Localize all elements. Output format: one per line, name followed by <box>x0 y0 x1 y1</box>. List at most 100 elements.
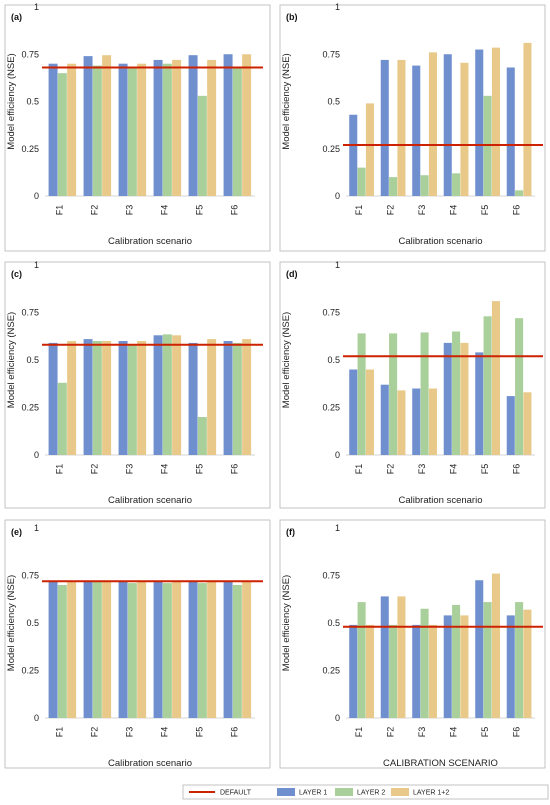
bar-1-f6 <box>506 67 515 196</box>
chart-panel-1: (a) 0 0.25 0.5 0.75 1 F1 F2 F3 F4 F5 F6 Calibration … <box>4 2 271 252</box>
bar-2-f5 <box>197 417 207 455</box>
chart-panel-4: (d) 0 0.25 0.5 0.75 1 F1 F2 F3 F4 F5 F6 Calibration … <box>279 260 546 509</box>
bar-1-f2 <box>380 59 389 196</box>
y-tick-label: 0 <box>335 713 340 723</box>
panel-frame <box>279 261 546 509</box>
bar-1-f6 <box>506 396 515 455</box>
x-tick-label: F5 <box>195 727 205 738</box>
x-tick-label: F3 <box>125 727 135 738</box>
legend-swatch-2 <box>335 788 353 796</box>
bar-2-f3 <box>127 67 137 196</box>
y-axis-label: Model efficiency (NSE) <box>281 312 292 408</box>
x-tick-label: F6 <box>230 727 240 738</box>
panel-label: (a) <box>11 12 22 22</box>
bar-3-f3 <box>137 581 147 718</box>
bar-3-f3 <box>428 624 437 718</box>
x-tick-label: F5 <box>480 727 490 738</box>
bar-1-f3 <box>412 388 421 455</box>
x-tick-label: F6 <box>511 205 521 216</box>
legend-swatch-3 <box>391 788 409 796</box>
bar-2-f2 <box>389 333 398 455</box>
bar-3-f3 <box>137 63 147 197</box>
bar-2-f1 <box>57 382 67 455</box>
y-tick-label: 0.25 <box>322 666 340 676</box>
bar-2-f4 <box>452 331 461 455</box>
panel-label: (f) <box>286 527 295 537</box>
y-tick-label: 0.25 <box>21 144 39 154</box>
bar-3-f4 <box>460 615 469 718</box>
y-tick-label: 1 <box>34 260 39 270</box>
y-tick-label: 1 <box>335 523 340 533</box>
bar-1-f2 <box>83 581 93 718</box>
bar-3-f6 <box>242 581 252 718</box>
bar-3-f5 <box>207 339 217 455</box>
x-axis-label: Calibration scenario <box>108 758 192 769</box>
y-tick-label: 0 <box>34 450 39 460</box>
y-axis-label: Model efficiency (NSE) <box>281 575 292 671</box>
bar-1-f1 <box>48 581 58 718</box>
bar-2-f5 <box>483 316 492 455</box>
x-tick-label: F1 <box>354 464 364 475</box>
bar-1-f4 <box>153 59 163 196</box>
x-tick-label: F1 <box>55 727 65 738</box>
bar-1-f2 <box>83 339 93 455</box>
bar-3-f4 <box>460 342 469 455</box>
bar-2-f2 <box>92 341 102 455</box>
bar-2-f3 <box>420 175 429 196</box>
bar-3-f1 <box>365 103 374 196</box>
bar-3-f4 <box>172 581 182 718</box>
x-tick-label: F4 <box>448 205 458 216</box>
y-tick-label: 0.75 <box>21 571 39 581</box>
bar-1-f4 <box>153 335 163 455</box>
bar-2-f6 <box>232 67 242 196</box>
bar-1-f3 <box>118 341 128 455</box>
x-tick-label: F2 <box>90 464 100 475</box>
y-axis-label: Model efficiency (NSE) <box>6 575 17 671</box>
x-tick-label: F5 <box>195 464 205 475</box>
bar-3-f4 <box>172 335 182 455</box>
x-tick-label: F1 <box>55 464 65 475</box>
x-tick-label: F2 <box>385 205 395 216</box>
bar-3-f5 <box>491 47 500 197</box>
y-tick-label: 0.75 <box>322 571 340 581</box>
y-tick-label: 0.75 <box>322 49 340 59</box>
x-tick-label: F4 <box>160 205 170 216</box>
x-tick-label: F4 <box>448 727 458 738</box>
bar-1-f2 <box>83 56 93 196</box>
bar-3-f2 <box>102 55 112 196</box>
bar-3-f5 <box>491 301 500 455</box>
y-tick-label: 0.25 <box>21 403 39 413</box>
bar-3-f4 <box>172 59 182 196</box>
x-tick-label: F1 <box>354 727 364 738</box>
bar-1-f5 <box>188 581 198 718</box>
y-tick-label: 1 <box>335 2 340 12</box>
y-tick-label: 0.75 <box>322 308 340 318</box>
bar-3-f1 <box>67 63 77 197</box>
x-tick-label: F2 <box>385 727 395 738</box>
x-tick-label: F5 <box>480 205 490 216</box>
bar-2-f1 <box>357 167 366 196</box>
legend: DEFAULT LAYER 1 LAYER 2 LAYER 1+2 <box>182 784 549 800</box>
bar-2-f1 <box>57 585 67 718</box>
panel-label: (c) <box>11 269 22 279</box>
bar-1-f3 <box>118 63 128 197</box>
y-tick-label: 0 <box>335 450 340 460</box>
bar-2-f3 <box>420 608 429 718</box>
bar-2-f2 <box>389 177 398 196</box>
panel-label: (b) <box>286 12 298 22</box>
bar-2-f3 <box>420 332 429 455</box>
chart-panel-6: (f) 0 0.25 0.5 0.75 1 F1 F2 F3 F4 F5 F6 CALIBRATION … <box>279 519 546 769</box>
bar-2-f2 <box>92 65 102 196</box>
bar-3-f2 <box>397 596 406 718</box>
bar-1-f2 <box>380 596 389 718</box>
y-tick-label: 1 <box>34 2 39 12</box>
y-tick-label: 0.75 <box>21 49 39 59</box>
legend-label: DEFAULT <box>220 790 252 797</box>
bar-1-f4 <box>443 54 452 196</box>
chart-panel-2: (b) 0 0.25 0.5 0.75 1 F1 F2 F3 F4 F5 F6 Calibration … <box>279 2 546 252</box>
bar-1-f6 <box>223 581 233 718</box>
bar-2-f1 <box>357 602 366 718</box>
bar-2-f5 <box>197 95 207 196</box>
bar-3-f1 <box>67 341 77 455</box>
bar-3-f4 <box>460 62 469 196</box>
